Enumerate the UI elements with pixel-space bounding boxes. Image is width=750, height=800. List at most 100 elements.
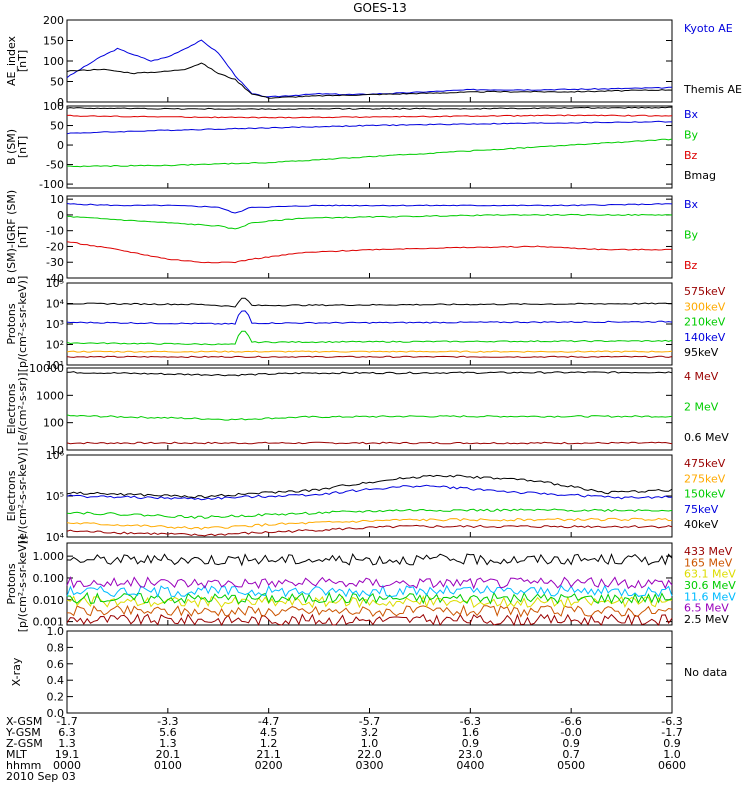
legend-entry: 433 MeV	[684, 545, 733, 558]
y-axis-label: B (SM)-IGRF (SM)	[5, 190, 18, 284]
plot-title: GOES-13	[353, 1, 407, 15]
y-axis-label: [e/(cm²-s-sr)]	[16, 373, 29, 446]
panel-1: 200 150 100 50 0 AE_index[nT] Kyoto AE Themis A…	[5, 14, 742, 109]
y-axis-label: [nT]	[16, 136, 29, 158]
series-line-165-mev	[66, 604, 673, 618]
legend-entry: 30.6 MeV	[684, 579, 736, 592]
y-tick-label: 0	[57, 209, 64, 222]
y-tick-label: 10⁴	[46, 531, 65, 544]
legend-entry: Bx	[684, 108, 699, 121]
legend-entry: 2 MeV	[684, 401, 719, 414]
series-line-by	[67, 138, 673, 168]
orbit-value: 0400	[456, 759, 484, 772]
series-line-63.1-mev	[66, 595, 672, 609]
y-tick-label: 0.0	[47, 707, 65, 720]
series-line-bx	[66, 120, 672, 135]
panel-7: 1.000 0.100 0.010 0.001 Protons[p/(cm²-s-sr-…	[5, 536, 736, 633]
y-tick-label: 1000	[36, 389, 64, 402]
series-line-4-mev	[66, 441, 673, 445]
series-line-2-mev	[66, 414, 673, 421]
orbit-value: -6.3	[661, 715, 682, 728]
y-tick-label: 150	[43, 35, 64, 48]
orbit-value: -0.0	[560, 726, 581, 739]
y-tick-label: -10	[46, 225, 64, 238]
y-tick-label: 0.100	[33, 572, 65, 585]
series-line-75kev	[66, 484, 672, 501]
orbit-value: 5.6	[159, 726, 177, 739]
orbit-value: 20.1	[156, 748, 181, 761]
orbit-value: -5.7	[359, 715, 380, 728]
series-line-95kev	[66, 297, 673, 308]
series-line-0.6-mev	[67, 371, 673, 377]
orbit-value: 1.3	[58, 737, 76, 750]
orbit-row-label: X-GSM	[6, 715, 42, 728]
y-axis-label: Protons	[5, 303, 18, 344]
y-tick-label: 0	[57, 96, 64, 109]
y-axis-label: Protons	[5, 563, 18, 604]
legend-entry: 0.6 MeV	[684, 431, 729, 444]
date-label: 2010 Sep 03	[6, 770, 76, 783]
legend-entry: 575keV	[684, 285, 726, 298]
series-line-210kev	[66, 330, 673, 346]
y-tick-label: 10¹	[46, 359, 64, 372]
y-tick-label: 0.4	[47, 674, 65, 687]
series-line-6.5-mev	[66, 575, 673, 590]
orbit-value: 0.9	[562, 737, 580, 750]
series-line-275kev	[66, 517, 673, 530]
y-axis-label: X-ray	[10, 657, 23, 686]
y-tick-label: 10³	[46, 318, 64, 331]
legend-entry: Themis AE	[683, 83, 742, 96]
y-axis-label: AE_index	[5, 35, 18, 86]
y-tick-label: 0	[57, 139, 64, 152]
series-line-433-mev	[66, 613, 673, 627]
orbit-value: 22.0	[357, 748, 382, 761]
orbit-value: -6.3	[460, 715, 481, 728]
series-line-150kev	[66, 508, 673, 519]
y-tick-label: -20	[46, 240, 64, 253]
legend-entry: Bx	[684, 198, 699, 211]
y-tick-label: 100	[43, 55, 64, 68]
legend-entry: 300keV	[684, 300, 726, 313]
series-line-30.6-mev	[66, 591, 673, 605]
y-tick-label: 1.0	[47, 625, 65, 638]
orbit-value: 0300	[356, 759, 384, 772]
orbit-value: -1.7	[56, 715, 77, 728]
y-tick-label: 10000	[29, 362, 64, 375]
series-line-140kev	[66, 310, 673, 325]
y-tick-label: 0.6	[47, 658, 65, 671]
y-tick-label: 50	[50, 120, 64, 133]
y-axis-label: [p/(cm²-s-sr-keV)]	[16, 536, 29, 633]
orbit-value: 0.9	[663, 737, 681, 750]
series-line-bz	[66, 114, 673, 119]
y-tick-label: 10⁵	[46, 277, 64, 290]
series-line-300kev	[66, 350, 673, 353]
legend-entry: 11.6 MeV	[684, 590, 736, 603]
orbit-value: -3.3	[157, 715, 178, 728]
y-tick-label: -50	[46, 159, 64, 172]
y-tick-label: 10⁴	[46, 298, 65, 311]
y-axis-label: [e/(cm²-s-sr-keV)]	[16, 448, 29, 544]
orbit-value: 1.0	[361, 737, 379, 750]
panel-frame	[66, 542, 673, 626]
orbit-row-label: Y-GSM	[5, 726, 41, 739]
legend-entry: Kyoto AE	[684, 22, 733, 35]
panel-frame	[66, 19, 673, 103]
panel-2: 100 50 0 -50 -100 B (SM)[nT] Bx By Bz Bmag	[5, 100, 716, 191]
orbit-value: 23.0	[458, 748, 483, 761]
y-tick-label: 10	[50, 444, 64, 457]
panel-frame	[66, 367, 673, 451]
orbit-value: 0500	[557, 759, 585, 772]
series-line-40kev	[66, 474, 673, 499]
legend-entry: 4 MeV	[684, 370, 719, 383]
y-tick-label: -30	[46, 256, 64, 269]
legend-entry: 6.5 MeV	[684, 602, 729, 615]
series-line-bmag	[66, 106, 673, 111]
panel-8: 1.0 0.8 0.6 0.4 0.2 0.0 X-ray No data	[10, 625, 727, 720]
series-line-2.5-mev	[66, 552, 673, 567]
orbit-value: 4.5	[260, 726, 278, 739]
y-tick-label: -40	[46, 272, 64, 285]
series-line-bz	[66, 241, 672, 264]
orbit-row-label: Z-GSM	[6, 737, 43, 750]
legend-entry: Bmag	[684, 169, 716, 182]
orbit-value: -4.7	[258, 715, 279, 728]
